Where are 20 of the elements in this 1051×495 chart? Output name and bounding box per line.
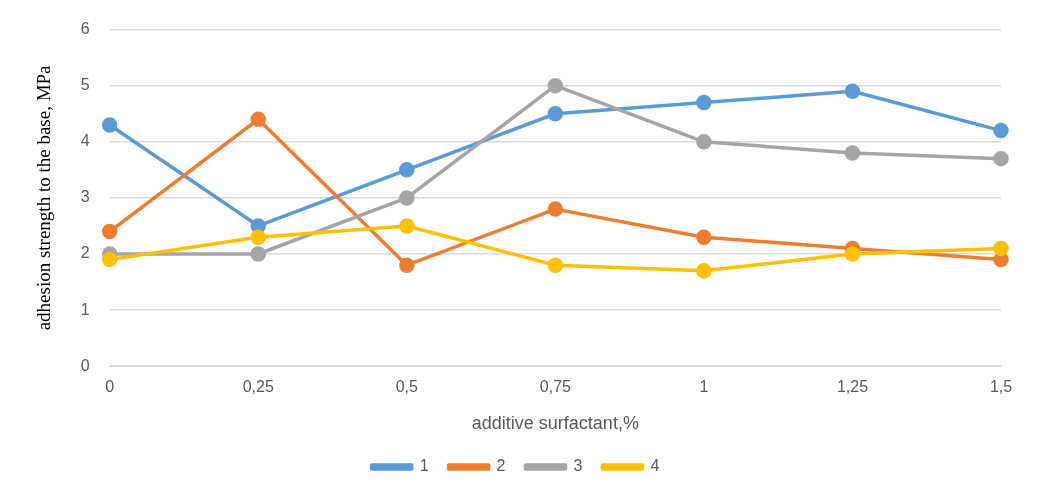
y-tick-label: 2 xyxy=(80,244,90,262)
y-tick-label: 0 xyxy=(80,356,90,374)
x-tick-label: 0,5 xyxy=(395,378,419,396)
x-tick-label: 1 xyxy=(699,378,709,396)
x-tick-label: 0,75 xyxy=(539,378,572,396)
legend-label: 1 xyxy=(419,457,429,475)
y-tick-label: 4 xyxy=(80,132,90,150)
x-axis-title: additive surfactant,% xyxy=(471,413,639,434)
x-tick-label: 0,25 xyxy=(242,378,274,396)
y-tick-label: 6 xyxy=(80,20,90,38)
y-tick-label: 3 xyxy=(80,188,90,206)
x-tick-label: 1,5 xyxy=(989,378,1013,396)
legend-label: 2 xyxy=(496,457,506,475)
y-tick-label: 5 xyxy=(80,76,90,94)
legend-label: 3 xyxy=(573,457,583,475)
y-axis-title: adhesion strength to the base, MPa xyxy=(33,64,55,331)
legend-label: 4 xyxy=(650,457,660,475)
y-tick-label: 1 xyxy=(80,300,90,318)
x-tick-label: 1,25 xyxy=(836,378,869,396)
x-tick-label: 0 xyxy=(105,378,115,396)
